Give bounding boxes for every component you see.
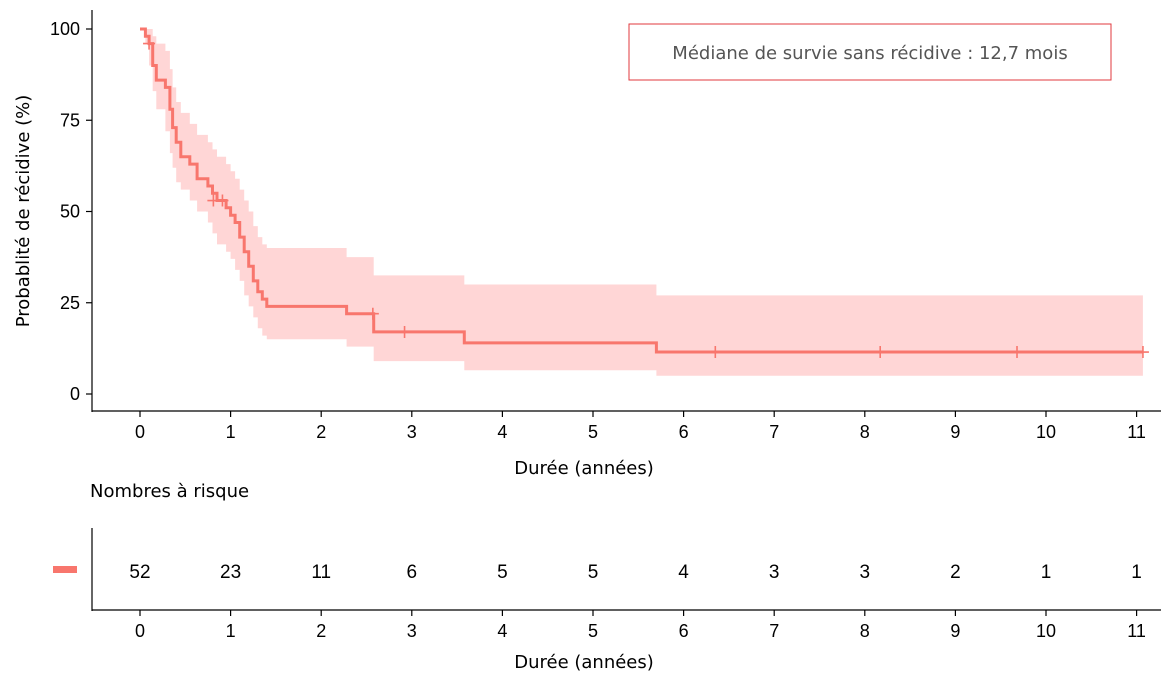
x-tick-label: 9	[950, 422, 960, 442]
y-tick-label: 100	[50, 19, 80, 39]
censor-marks	[143, 37, 1149, 359]
censor-mark	[874, 346, 887, 359]
risk-values: 52 23 11 6 5 5 4 3 3 2 1 1	[129, 562, 1141, 583]
risk-table-title: Nombres à risque	[90, 481, 249, 502]
risk-x-tick-label: 9	[950, 621, 960, 641]
x-axis-title: Durée (années)	[514, 458, 654, 479]
y-tick-label: 50	[60, 202, 80, 222]
risk-value: 4	[678, 562, 689, 583]
x-tick-label: 11	[1127, 422, 1146, 442]
x-tick-label: 0	[135, 422, 145, 442]
censor-mark	[216, 194, 229, 207]
risk-value: 1	[1041, 562, 1052, 583]
risk-value: 11	[311, 562, 331, 583]
censor-mark	[398, 325, 411, 338]
y-axis-title: Probablité de récidive (%)	[13, 95, 34, 328]
median-annotation-text: Médiane de survie sans récidive : 12,7 m…	[672, 43, 1067, 64]
risk-value: 3	[860, 562, 871, 583]
risk-x-axis-ticks: 0 1 2 3 4 5 6 7 8 9 10 11	[135, 610, 1146, 641]
y-tick-label: 75	[60, 110, 80, 130]
y-tick-label: 25	[60, 293, 80, 313]
risk-x-tick-label: 1	[226, 621, 236, 641]
y-tick-label: 0	[70, 384, 80, 404]
confidence-band	[140, 29, 1143, 376]
censor-mark	[366, 307, 379, 320]
risk-x-tick-label: 7	[769, 621, 779, 641]
risk-x-tick-label: 8	[860, 621, 870, 641]
risk-x-axis-title: Durée (années)	[514, 652, 654, 673]
censor-mark	[143, 37, 156, 50]
risk-x-tick-label: 5	[588, 621, 598, 641]
censor-mark	[1011, 346, 1024, 359]
risk-value: 6	[407, 562, 418, 583]
x-tick-label: 2	[316, 422, 326, 442]
censor-mark	[709, 346, 722, 359]
risk-x-tick-label: 11	[1127, 621, 1146, 641]
risk-x-tick-label: 0	[135, 621, 145, 641]
x-tick-label: 4	[497, 422, 507, 442]
x-tick-label: 3	[407, 422, 417, 442]
risk-value: 5	[497, 562, 508, 583]
survival-line	[140, 27, 1143, 354]
risk-x-tick-label: 10	[1036, 621, 1056, 641]
x-tick-label: 5	[588, 422, 598, 442]
x-tick-label: 6	[679, 422, 689, 442]
x-tick-label: 1	[226, 422, 236, 442]
x-tick-label: 8	[860, 422, 870, 442]
risk-value: 5	[588, 562, 599, 583]
risk-x-tick-label: 3	[407, 621, 417, 641]
censor-mark	[1136, 346, 1149, 359]
y-axis-ticks: 0 25 50 75 100	[50, 19, 92, 404]
risk-x-tick-label: 4	[497, 621, 507, 641]
risk-value: 23	[220, 562, 241, 583]
risk-value: 3	[769, 562, 780, 583]
x-tick-label: 10	[1036, 422, 1056, 442]
median-annotation-box	[628, 23, 1112, 81]
x-axis-ticks: 0 1 2 3 4 5 6 7 8 9 10 11	[135, 411, 1146, 442]
x-tick-label: 7	[769, 422, 779, 442]
risk-x-tick-label: 2	[316, 621, 326, 641]
risk-x-tick-label: 6	[679, 621, 689, 641]
risk-value: 2	[950, 562, 961, 583]
risk-value: 1	[1131, 562, 1142, 583]
survival-curve-panel: 0 25 50 75 100 0 1 2 3 4 5 6 7 8 9 10 11 Probablité de …	[13, 10, 1161, 479]
risk-legend-key	[53, 566, 77, 573]
risk-value: 52	[129, 562, 150, 583]
